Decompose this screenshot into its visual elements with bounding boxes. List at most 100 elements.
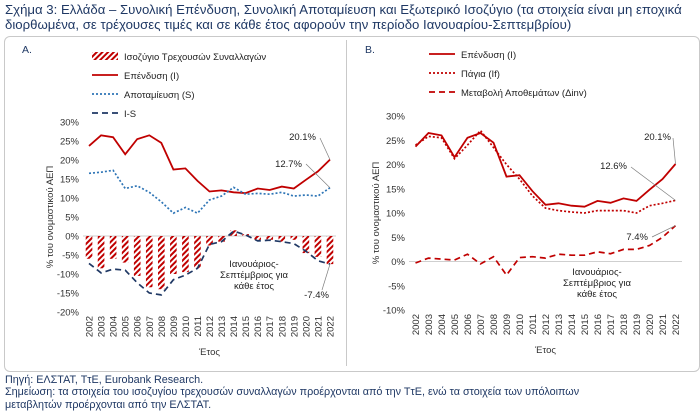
- note-line-1: Σημείωση: τα στοιχεία του ισοζυγίου τρεχ…: [5, 386, 580, 399]
- x-tick-label: 2006: [133, 316, 144, 337]
- y-tick-label: -20%: [57, 308, 80, 319]
- series-line-3: [88, 230, 331, 296]
- series-line-0: [414, 131, 677, 208]
- legend-label: Πάγια (If): [461, 69, 500, 80]
- x-tick-label: 2021: [658, 314, 669, 335]
- source-note: Πηγή: ΕΛΣΤΑΤ, ΤτΕ, Eurobank Research. Ση…: [5, 374, 695, 411]
- y-tick-label: -5%: [62, 251, 79, 262]
- chart-panel-b: B. -10% -5% 0% 5% 10% 15% 20% 25% 30% % του ονομασ…: [365, 44, 682, 356]
- bar-2015: [242, 234, 249, 236]
- bar-2018: [278, 236, 286, 242]
- chart-frame: [4, 36, 700, 372]
- x-tick-label: 2010: [181, 316, 192, 337]
- x-tick-label: 2011: [528, 314, 539, 334]
- y-tick-label: 25%: [60, 137, 80, 148]
- y-tick-label: 25%: [386, 136, 406, 147]
- series-line-2: [415, 224, 677, 277]
- annotation-label: 20.1%: [289, 132, 316, 143]
- annotation-leader: [630, 166, 676, 201]
- x-tick-label: 2004: [437, 314, 448, 335]
- period-note: Ιανουάριος-: [572, 267, 621, 278]
- legend-label: Επένδυση (I): [124, 71, 179, 82]
- y-tick-label: 15%: [60, 175, 80, 186]
- bar-2011: [194, 236, 201, 269]
- annotation-label: -7.4%: [304, 290, 329, 301]
- bar-2004: [109, 236, 117, 259]
- x-tick-label: 2010: [515, 314, 526, 335]
- x-tick-label: 2014: [229, 316, 240, 337]
- x-axis-title: Έτος: [198, 347, 220, 358]
- x-tick-label: 2017: [265, 316, 276, 337]
- x-tick-label: 2012: [541, 314, 552, 335]
- legend-swatch: [92, 52, 118, 60]
- x-tick-label: 2005: [121, 316, 132, 337]
- bar-2020: [302, 236, 310, 254]
- bar-2008: [157, 236, 165, 290]
- series-line-2: [88, 169, 331, 215]
- y-tick-label: -10%: [57, 270, 80, 281]
- source-line: Πηγή: ΕΛΣΤΑΤ, ΤτΕ, Eurobank Research.: [5, 374, 204, 386]
- y-tick-label: 20%: [386, 160, 406, 171]
- x-tick-label: 2015: [580, 314, 591, 335]
- annotation-label: 12.7%: [275, 159, 302, 170]
- bar-2021: [314, 236, 322, 257]
- bar-2007: [145, 236, 153, 288]
- x-tick-label: 2005: [450, 314, 461, 335]
- bar-2016: [254, 236, 262, 240]
- period-note: κάθε έτος: [234, 281, 274, 292]
- x-tick-label: 2016: [593, 314, 604, 335]
- y-tick-label: -5%: [388, 281, 405, 292]
- series-line-1: [415, 129, 676, 214]
- x-tick-label: 2014: [567, 314, 578, 335]
- y-axis-title: % του ονομαστικού ΑΕΠ: [45, 166, 56, 269]
- x-tick-label: 2013: [554, 314, 565, 335]
- panel-divider: [346, 40, 347, 366]
- x-tick-label: 2009: [502, 314, 513, 335]
- y-tick-label: -15%: [57, 289, 80, 300]
- annotation-leader: [651, 225, 676, 238]
- annotation-leader: [672, 137, 676, 165]
- bar-2002: [85, 236, 93, 259]
- x-tick-label: 2018: [619, 314, 630, 335]
- y-tick-label: 10%: [60, 194, 80, 205]
- period-note: Ιανουάριος-: [229, 259, 278, 270]
- x-tick-label: 2002: [85, 316, 96, 337]
- y-tick-label: -10%: [383, 306, 406, 317]
- x-tick-label: 2020: [645, 314, 656, 335]
- bar-2005: [121, 236, 129, 263]
- x-tick-label: 2022: [671, 314, 682, 335]
- legend-label: Μεταβολή Αποθεμάτων (Δinv): [461, 88, 587, 99]
- x-tick-label: 2008: [489, 314, 500, 335]
- panel-label: A.: [22, 44, 32, 56]
- x-tick-label: 2019: [632, 314, 643, 335]
- legend-label: Αποταμίευση (S): [124, 90, 194, 101]
- x-tick-label: 2007: [476, 314, 487, 335]
- x-tick-label: 2011: [193, 316, 204, 336]
- x-tick-label: 2020: [301, 316, 312, 337]
- x-tick-label: 2003: [97, 316, 108, 337]
- x-tick-label: 2012: [205, 316, 216, 337]
- y-tick-label: 15%: [386, 184, 406, 195]
- bar-2006: [133, 236, 141, 276]
- annotation-leader: [321, 264, 331, 291]
- x-tick-label: 2007: [145, 316, 156, 337]
- annotation-label: 20.1%: [644, 132, 671, 143]
- x-tick-label: 2022: [325, 316, 336, 337]
- annotation-leader: [319, 137, 331, 160]
- legend-label: I-S: [124, 109, 136, 120]
- x-tick-label: 2003: [424, 314, 435, 335]
- x-tick-label: 2019: [289, 316, 300, 337]
- bar-2014: [230, 230, 237, 236]
- bar-2012: [206, 236, 213, 246]
- panel-label: B.: [365, 44, 375, 56]
- bar-2013: [218, 236, 225, 242]
- x-tick-label: 2016: [253, 316, 264, 337]
- x-tick-label: 2021: [313, 316, 324, 337]
- figure-title: Σχήμα 3: Ελλάδα – Συνολική Επένδυση, Συν…: [5, 2, 682, 32]
- y-tick-label: 20%: [60, 156, 80, 167]
- bar-2017: [266, 236, 274, 240]
- y-tick-label: 0%: [65, 232, 79, 243]
- x-tick-label: 2017: [606, 314, 617, 335]
- legend-label: Επένδυση (I): [461, 50, 516, 61]
- y-tick-label: 5%: [65, 213, 79, 224]
